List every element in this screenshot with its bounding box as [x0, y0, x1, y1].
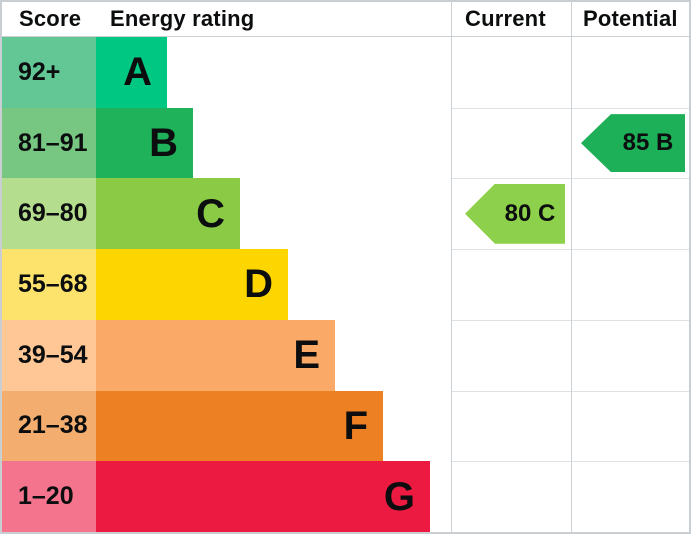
band-score-cell: 55–68: [2, 249, 96, 320]
band-row: 92+ A: [2, 37, 689, 108]
band-score-label: 69–80: [18, 199, 88, 228]
band-score-label: 81–91: [18, 128, 88, 157]
table-header: Score Energy rating Current Potential: [2, 2, 689, 37]
band-bar: B: [96, 107, 193, 179]
band-row: 69–80 C: [2, 178, 689, 250]
band-bar: D: [96, 249, 288, 320]
current-rating-label: 80 C: [504, 199, 556, 227]
band-score-label: 55–68: [18, 269, 88, 298]
band-letter: E: [293, 333, 320, 378]
band-score-label: 1–20: [18, 482, 74, 511]
band-bar: C: [96, 178, 240, 250]
band-row: 81–91 B: [2, 107, 689, 179]
band-row: 55–68 D: [2, 249, 689, 320]
band-score-label: 21–38: [18, 411, 88, 440]
band-letter: G: [383, 474, 415, 519]
band-score-cell: 81–91: [2, 107, 96, 179]
header-current: Current: [465, 6, 546, 31]
band-score-label: 92+: [18, 57, 61, 86]
band-letter: B: [149, 121, 178, 166]
band-row: 21–38 F: [2, 390, 689, 462]
band-score-cell: 92+: [2, 37, 96, 108]
band-bar: E: [96, 319, 335, 391]
band-letter: C: [196, 191, 225, 236]
band-bar: G: [96, 461, 430, 532]
band-letter: F: [343, 403, 368, 448]
band-bar: A: [96, 37, 167, 108]
band-score-cell: 21–38: [2, 390, 96, 462]
rating-bands: 92+ A 81–91 B 69–80 C 55–68: [2, 37, 689, 532]
header-potential: Potential: [583, 6, 678, 31]
band-row: 39–54 E: [2, 319, 689, 391]
header-energy-rating: Energy rating: [110, 6, 255, 31]
band-score-cell: 39–54: [2, 319, 96, 391]
header-score: Score: [19, 6, 82, 31]
band-bar: F: [96, 390, 383, 462]
band-score-cell: 69–80: [2, 178, 96, 250]
potential-rating-label: 85 B: [622, 129, 674, 157]
band-score-cell: 1–20: [2, 461, 96, 532]
band-row: 1–20 G: [2, 461, 689, 532]
band-score-label: 39–54: [18, 340, 88, 369]
band-letter: D: [244, 262, 273, 307]
band-letter: A: [123, 50, 152, 95]
